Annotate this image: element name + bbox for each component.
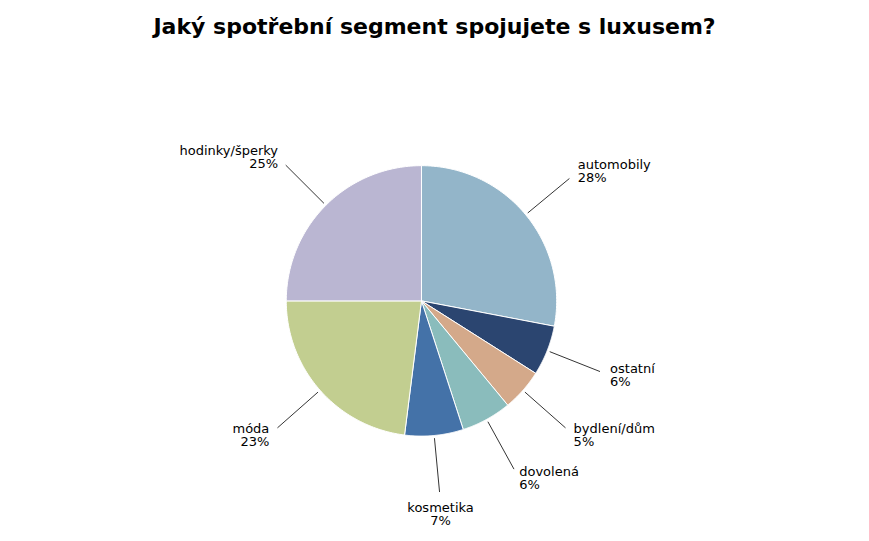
svg-text:hodinky/šperky25%: hodinky/šperky25% (180, 143, 279, 171)
svg-text:bydlení/dům5%: bydlení/dům5% (574, 421, 655, 449)
svg-text:dovolená6%: dovolená6% (519, 464, 579, 492)
svg-text:móda23%: móda23% (232, 421, 269, 449)
svg-text:automobily28%: automobily28% (578, 157, 651, 185)
svg-text:ostatní6%: ostatní6% (610, 361, 655, 389)
html-text:Jaký spotřební segment spojuje: Jaký spotřební segment spojujete s luxus… (153, 14, 716, 39)
svg-text:kosmetika7%: kosmetika7% (407, 500, 473, 528)
